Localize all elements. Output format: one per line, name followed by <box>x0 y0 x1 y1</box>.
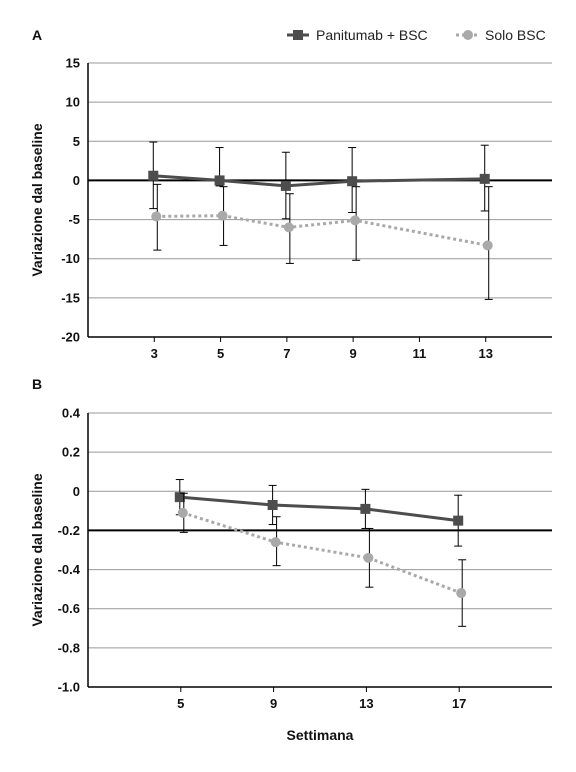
panel-a-plot: 15 10 5 0 -5 -10 -15 -20 3 5 7 9 11 13 <box>61 56 552 361</box>
panel-label-b: B <box>32 376 42 392</box>
panel-b-y-tick-label: -0.6 <box>58 601 80 616</box>
panel-a-x-tick-label: 13 <box>478 346 492 361</box>
panel-b-y-tick-label: 0.2 <box>62 445 80 460</box>
panel-b-x-tick-label: 17 <box>452 696 466 711</box>
panel-b-panitumab-point <box>174 492 185 503</box>
panel-a-x-tick-label: 7 <box>283 346 290 361</box>
panel-b-panitumab-point <box>360 503 371 514</box>
panel-b-solo-point <box>363 552 374 563</box>
legend-label-panitumab: Panitumab + BSC <box>316 27 428 43</box>
panel-a-x-tick-label: 11 <box>413 346 427 361</box>
panel-a-y-tick-label: -10 <box>61 251 80 266</box>
panel-b-panitumab-point <box>267 499 278 510</box>
panel-a-solo-point <box>283 222 294 233</box>
panel-b-solo-point <box>456 588 467 599</box>
panel-a-y-tick-label: 10 <box>66 95 80 110</box>
y-axis-title-a: Variazione dal baseline <box>29 123 45 277</box>
legend-swatch-panitumab-marker <box>293 30 303 40</box>
panel-a-solo-line <box>156 214 488 247</box>
panel-a-x-tick-label: 3 <box>151 346 158 361</box>
panel-a-x-tick-label: 5 <box>217 346 224 361</box>
panel-b-y-tick-label: 0 <box>73 484 80 499</box>
panel-a-panitumab-point <box>280 180 291 191</box>
panel-b-y-tick-label: -0.4 <box>58 562 81 577</box>
panel-b-solo-point <box>177 507 188 518</box>
panel-a-solo-point <box>217 210 228 221</box>
panel-a-panitumab-point <box>347 176 358 187</box>
panel-a-x-tick-label: 9 <box>350 346 357 361</box>
panel-a-y-tick-label: 5 <box>73 134 80 149</box>
panel-b-solo-point <box>270 537 281 548</box>
y-axis-title-b: Variazione dal baseline <box>29 473 45 627</box>
panel-a-panitumab-point <box>214 175 225 186</box>
panel-b-x-tick-label: 13 <box>359 696 373 711</box>
panel-a-y-tick-label: 0 <box>73 173 80 188</box>
panel-a-solo-point <box>482 240 493 251</box>
panel-a-solo-point <box>350 215 361 226</box>
panel-a-y-tick-label: 15 <box>66 56 80 71</box>
panel-b-solo-line <box>182 511 462 595</box>
panel-b-panitumab-point <box>453 515 464 526</box>
panel-a-panitumab-point <box>479 173 490 184</box>
panel-a-panitumab-point <box>148 170 159 181</box>
legend: Panitumab + BSC Solo BSC <box>287 27 546 43</box>
panel-b-y-tick-label: -0.8 <box>58 640 80 655</box>
panel-b-x-tick-label: 5 <box>177 696 184 711</box>
panel-label-a: A <box>32 27 42 43</box>
panel-b-panitumab-line <box>179 495 459 523</box>
legend-label-solo: Solo BSC <box>485 27 546 43</box>
panel-b-y-tick-label: -1.0 <box>58 680 80 695</box>
panel-b-y-tick-label: 0.4 <box>62 406 81 421</box>
panel-a-y-tick-label: -20 <box>61 330 80 345</box>
panel-a-solo-point <box>151 211 162 222</box>
panel-a-y-tick-label: -5 <box>68 212 80 227</box>
panel-b-y-tick-label: -0.2 <box>58 523 80 538</box>
panel-b-plot: 0.4 0.2 0 -0.2 -0.4 -0.6 -0.8 -1.0 5 9 13 17 <box>58 406 552 711</box>
panel-a-y-tick-label: -15 <box>61 290 80 305</box>
panel-b-x-tick-label: 9 <box>270 696 277 711</box>
legend-swatch-solo-marker <box>463 30 473 40</box>
x-axis-title: Settimana <box>287 727 354 743</box>
